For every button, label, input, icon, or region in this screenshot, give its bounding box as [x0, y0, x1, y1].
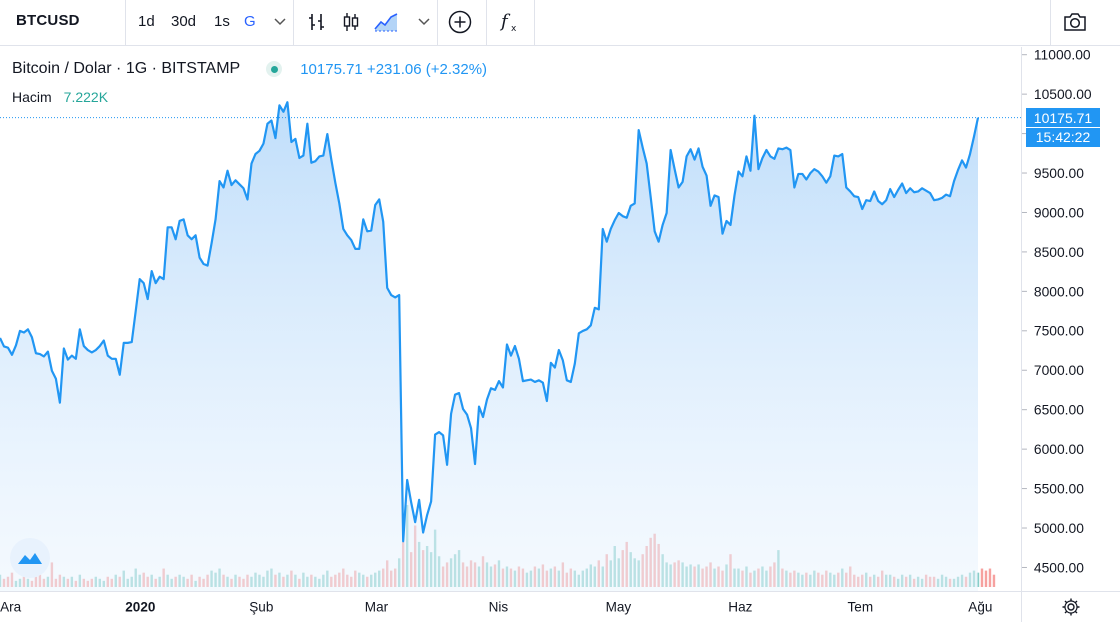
time-tick-label: Tem: [848, 599, 874, 614]
price-area-fill: [0, 102, 978, 591]
area-chart-type-icon[interactable]: [372, 8, 400, 36]
tradingview-logo[interactable]: [10, 538, 50, 578]
chevron-down-icon[interactable]: [410, 8, 438, 36]
price-tick-label: 5000.00: [1034, 520, 1084, 536]
volume-label: Hacim: [12, 89, 52, 105]
bar-countdown-tag: 15:42:22: [1026, 127, 1100, 147]
timeframe-1d[interactable]: 1d: [138, 13, 155, 30]
price-line: [0, 101, 980, 543]
toolbar-divider: [534, 0, 535, 46]
time-tick-label: Şub: [249, 599, 273, 614]
chart-settings-button[interactable]: [1021, 591, 1120, 622]
price-tick-label: 11000.00: [1034, 47, 1091, 63]
last-price-tag: 10175.71: [1026, 108, 1100, 128]
toolbar-divider: [125, 0, 126, 46]
price-tick-label: 5500.00: [1034, 481, 1084, 497]
price-tick-label: 10500.00: [1034, 86, 1092, 102]
time-tick-label: 2020: [125, 599, 155, 614]
svg-text:f: f: [499, 11, 511, 32]
price-tick-label: 6000.00: [1034, 441, 1084, 457]
price-chart[interactable]: [0, 47, 1021, 591]
time-tick-label: May: [606, 599, 632, 614]
chevron-down-icon[interactable]: [266, 8, 294, 36]
price-tick-label: 6500.00: [1034, 402, 1084, 418]
price-tick-label: 8500.00: [1034, 244, 1084, 260]
toolbar-divider: [293, 0, 294, 46]
price-tick-label: 7000.00: [1034, 362, 1084, 378]
price-tick-label: 4500.00: [1034, 559, 1084, 575]
toolbar-divider: [1050, 0, 1051, 46]
volume-value: 7.222K: [63, 89, 109, 105]
price-tick-label: 8000.00: [1034, 283, 1084, 299]
time-tick-label: Nis: [489, 599, 509, 614]
volume-bar: [980, 568, 984, 587]
symbol-search[interactable]: BTCUSD: [16, 12, 80, 29]
candlestick-chart-type-icon[interactable]: [337, 8, 365, 36]
last-price-change: 10175.71 +231.06 (+2.32%): [300, 60, 488, 78]
gear-icon: [1062, 598, 1080, 616]
price-tick-label: 9500.00: [1034, 165, 1084, 181]
time-tick-label: Ara: [0, 599, 22, 614]
price-tick-label: 7500.00: [1034, 323, 1084, 339]
volume-bar: [984, 570, 988, 587]
add-indicator-icon[interactable]: [446, 8, 474, 36]
time-tick-label: Haz: [728, 599, 752, 614]
svg-text:x: x: [511, 24, 517, 34]
price-tick-label: 9000.00: [1034, 204, 1084, 220]
timeframe-30d[interactable]: 30d: [171, 13, 197, 30]
volume-bar: [992, 574, 996, 587]
chart-title: Bitcoin / Dolar · 1G · BITSTAMP: [12, 60, 241, 77]
time-axis[interactable]: Ara 2020 Şub Mar Nis May Haz Tem Ağu: [0, 591, 1021, 622]
time-tick-label: Ağu: [968, 599, 992, 614]
camera-snapshot-icon[interactable]: [1061, 8, 1089, 36]
timeframe-g[interactable]: G: [244, 13, 256, 30]
volume-bar: [988, 568, 992, 587]
bar-chart-type-icon[interactable]: [303, 8, 331, 36]
toolbar-divider: [486, 0, 487, 46]
time-tick-label: Mar: [365, 599, 389, 614]
toolbar-divider: [437, 0, 438, 46]
tradingview-logo-icon: [18, 553, 42, 564]
market-status-icon: [266, 61, 283, 77]
chart-legend: Bitcoin / Dolar · 1G · BITSTAMP 10175.71…: [12, 60, 487, 78]
timeframe-1s[interactable]: 1s: [214, 13, 230, 30]
volume-legend: Hacim 7.222K: [12, 89, 108, 105]
